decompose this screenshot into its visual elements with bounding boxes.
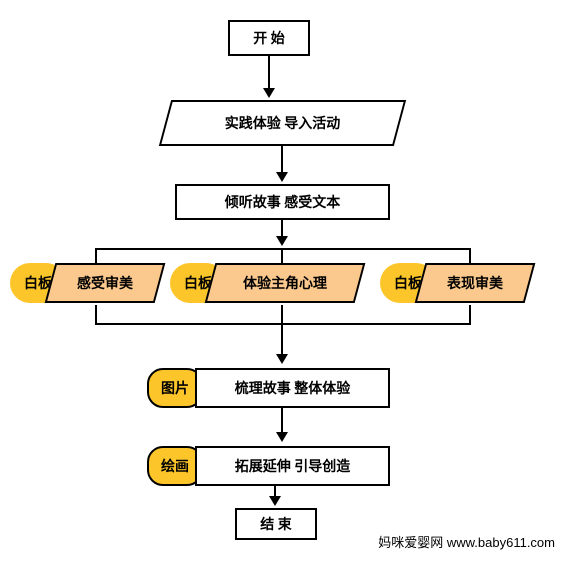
node-start: 开 始 (228, 20, 310, 56)
badge-organize-label: 图片 (161, 378, 189, 398)
flowchart-canvas: 开 始 实践体验 导入活动 倾听故事 感受文本 白板 感受审美 白板 体验主角心… (0, 0, 573, 561)
node-branch3-label: 表现审美 (420, 263, 530, 303)
edge-split-left (95, 248, 97, 263)
node-organize-label: 梳理故事 整体体验 (235, 378, 351, 398)
node-intro-label: 实践体验 导入活动 (165, 100, 400, 146)
node-start-label: 开 始 (253, 28, 285, 48)
edge-start-intro (268, 56, 270, 90)
edge-organize-extend (281, 408, 283, 434)
arrowhead-icon (269, 496, 281, 506)
node-extend: 拓展延伸 引导创造 (195, 446, 390, 486)
arrowhead-icon (276, 172, 288, 182)
edge-merge-mid (281, 305, 283, 323)
edge-split-mid (281, 248, 283, 263)
edge-merge-down (281, 323, 283, 356)
edge-split-horizontal (95, 248, 471, 250)
arrowhead-icon (276, 432, 288, 442)
node-branch3: 表现审美 (420, 263, 530, 303)
edge-split-right (469, 248, 471, 263)
arrowhead-icon (276, 236, 288, 246)
edge-merge-left (95, 305, 97, 323)
watermark-text: 妈咪爱婴网 www.baby611.com (378, 532, 555, 551)
edge-intro-listen (281, 146, 283, 174)
node-listen-label: 倾听故事 感受文本 (225, 192, 341, 212)
arrowhead-icon (263, 88, 275, 98)
edge-merge-horizontal (95, 323, 471, 325)
edge-merge-right (469, 305, 471, 323)
node-branch2: 体验主角心理 (210, 263, 360, 303)
arrowhead-icon (276, 354, 288, 364)
node-end-label: 结 束 (260, 514, 292, 534)
node-branch2-label: 体验主角心理 (210, 263, 360, 303)
node-intro: 实践体验 导入活动 (165, 100, 400, 146)
node-end: 结 束 (235, 508, 317, 540)
node-organize: 梳理故事 整体体验 (195, 368, 390, 408)
badge-extend-label: 绘画 (161, 456, 189, 476)
node-branch1-label: 感受审美 (50, 263, 160, 303)
node-branch1: 感受审美 (50, 263, 160, 303)
node-listen: 倾听故事 感受文本 (175, 184, 390, 220)
node-extend-label: 拓展延伸 引导创造 (235, 456, 351, 476)
